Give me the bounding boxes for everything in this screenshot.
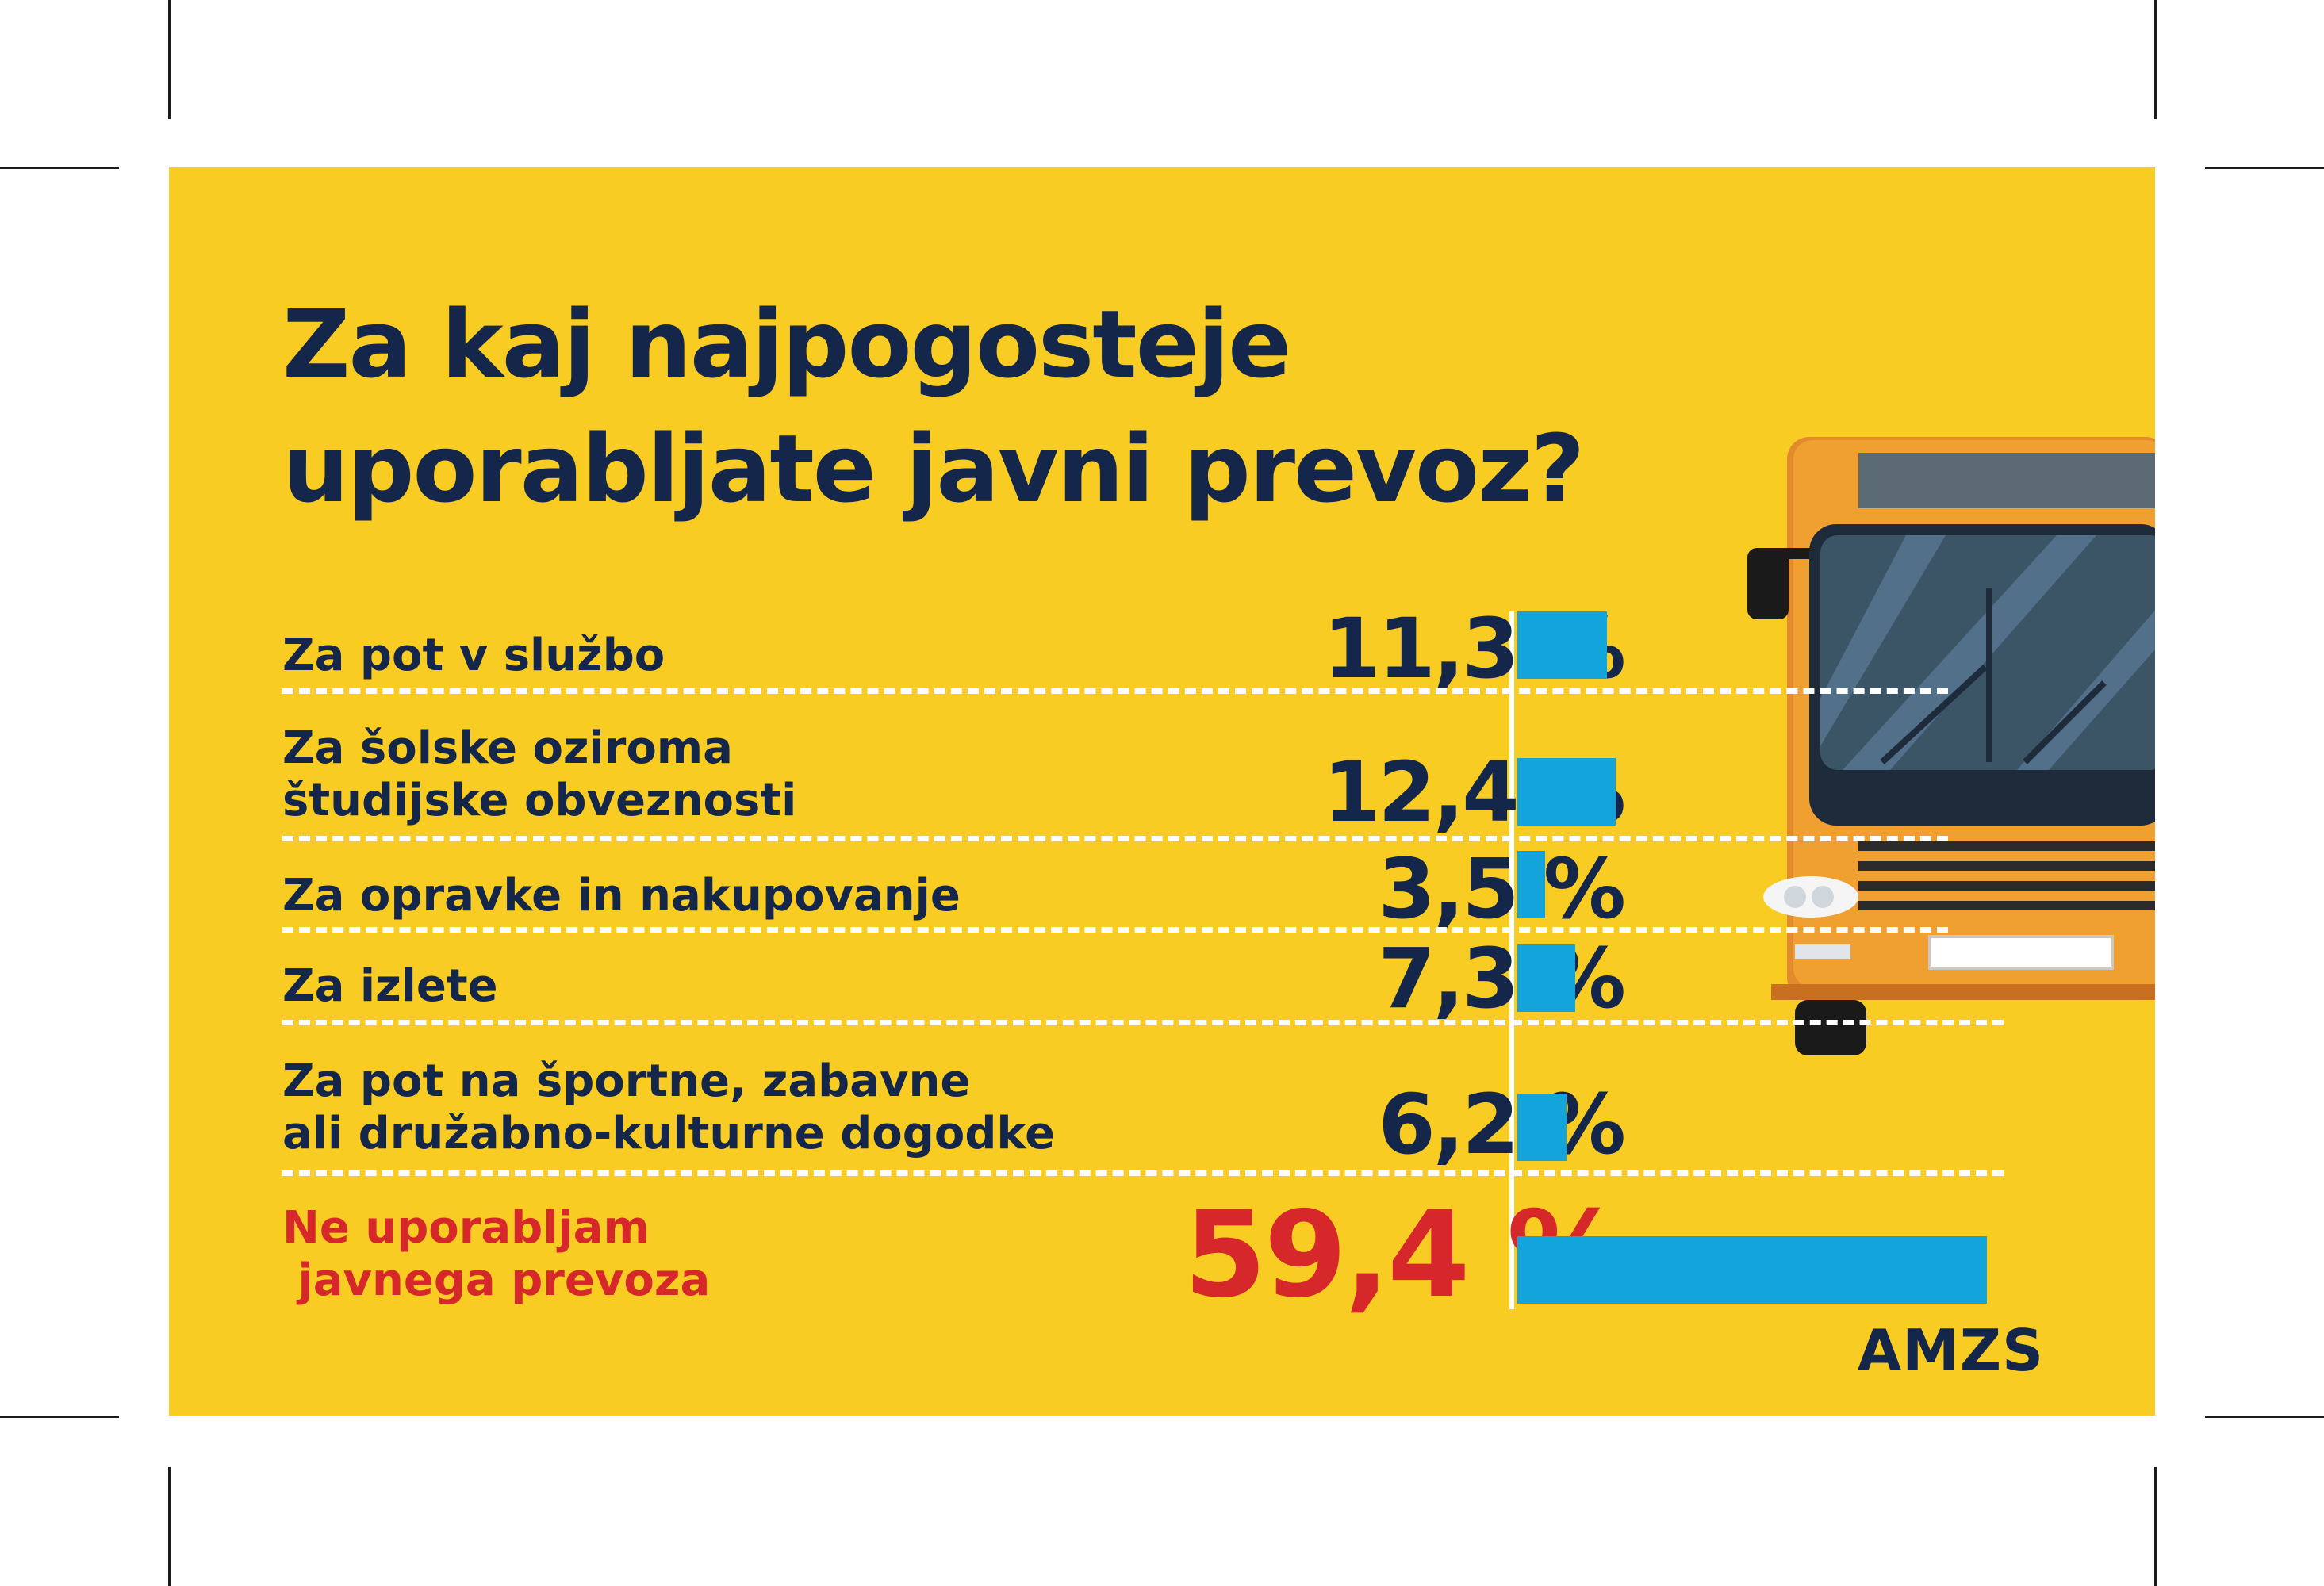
data-label: 7,3 % <box>1378 930 1626 1027</box>
infographic-card: Za kaj najpogosteje uporabljate javni pr… <box>169 167 2155 1416</box>
crop-mark <box>168 1467 171 1586</box>
category-label-line: javnega prevoza <box>282 1255 711 1306</box>
category-label-line: Ne uporabljam <box>282 1202 650 1254</box>
category-label-line: Za pot na športne, zabavne <box>282 1055 971 1107</box>
data-label: 3,5 % <box>1378 841 1626 937</box>
category-label-line: Za opravke in nakupovanje <box>282 870 961 921</box>
category-label-highlight: Ne uporabljam javnega prevoza <box>282 1202 710 1307</box>
bar <box>1517 611 1607 679</box>
bar <box>1517 758 1616 826</box>
bar <box>1517 1094 1567 1161</box>
bar <box>1517 851 1545 918</box>
category-label: Za opravke in nakupovanje <box>282 870 961 922</box>
bar <box>1517 944 1575 1012</box>
category-label: Za pot na športne, zabavne ali družabno-… <box>282 1055 1055 1160</box>
bus-front-icon <box>1747 437 2155 1055</box>
chart-title-line-1: Za kaj najpogosteje <box>282 289 1291 399</box>
data-label: 6,2 % <box>1378 1076 1626 1173</box>
bar <box>1517 1236 1987 1304</box>
chart-title: Za kaj najpogosteje uporabljate javni pr… <box>282 282 1789 531</box>
category-label-line: Za izlete <box>282 960 498 1012</box>
crop-mark <box>0 167 119 169</box>
crop-mark <box>2154 0 2157 119</box>
category-label: Za izlete <box>282 960 498 1013</box>
category-label-line: Za šolske oziroma <box>282 722 733 774</box>
row-divider <box>282 927 1948 933</box>
category-label-line: Za pot v službo <box>282 630 665 681</box>
category-label-line: študijske obveznosti <box>282 775 797 826</box>
row-divider <box>282 1020 2004 1025</box>
crop-mark <box>0 1416 119 1418</box>
row-divider <box>282 836 1948 841</box>
crop-mark <box>2205 167 2324 169</box>
row-divider <box>282 1170 2004 1176</box>
brand-logo: AMZS <box>1857 1317 2044 1384</box>
row-divider <box>282 688 1948 694</box>
crop-mark <box>2205 1416 2324 1418</box>
chart-title-line-2: uporabljate javni prevoz? <box>282 414 1585 523</box>
category-label: Za pot v službo <box>282 630 665 682</box>
crop-mark <box>168 0 171 119</box>
bar-axis-line <box>1509 611 1514 1309</box>
crop-mark <box>2154 1467 2157 1586</box>
category-label-line: ali družabno-kulturne dogodke <box>282 1108 1056 1159</box>
category-label: Za šolske oziroma študijske obveznosti <box>282 722 796 827</box>
